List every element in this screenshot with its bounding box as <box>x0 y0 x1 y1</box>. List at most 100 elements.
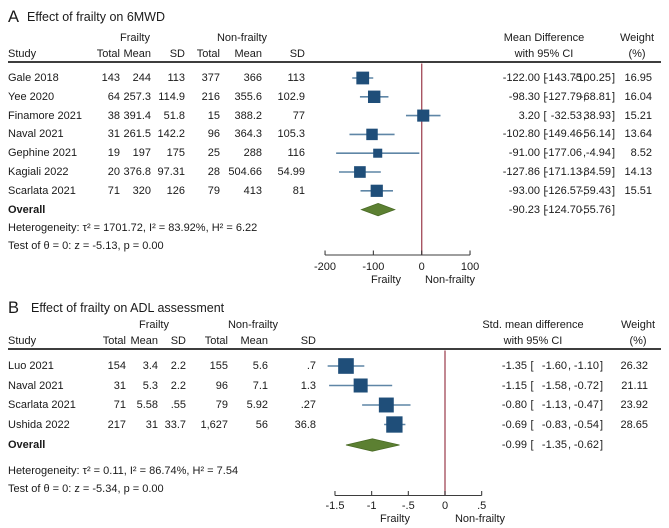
effect-header-line1: Mean Difference <box>503 32 585 44</box>
bracket-open: [ <box>543 166 547 178</box>
study-name: Gale 2018 <box>8 72 59 84</box>
ci-lower: -1.58 <box>541 379 567 392</box>
cell-frailty-total: 64 <box>107 90 120 103</box>
effect-header-line2: with 95% CI <box>503 335 563 347</box>
cell-nonfrailty-total: 96 <box>207 128 220 141</box>
cell-nonfrailty-total: 155 <box>209 360 228 372</box>
bracket-open: [ <box>530 379 534 392</box>
bracket-open: [ <box>530 418 534 431</box>
bracket-close: ] <box>612 147 616 160</box>
ci-lower: -143.75 <box>544 72 582 84</box>
cell-frailty-total: 31 <box>113 379 126 392</box>
ci-lower: -1.13 <box>541 399 567 411</box>
bracket-close: ] <box>612 203 616 216</box>
effect-square <box>353 378 368 393</box>
ci-upper: -100.25 <box>573 72 611 84</box>
weight-value: 16.95 <box>624 72 652 84</box>
comma: , <box>568 379 572 392</box>
study-name: Naval 2021 <box>8 379 64 392</box>
bracket-close: ] <box>612 72 616 84</box>
cell-nonfrailty-total: 28 <box>207 166 220 178</box>
cell-frailty-total: 71 <box>107 184 120 197</box>
weight-header-line1: Weight <box>619 32 655 44</box>
cell-nonfrailty-mean: 413 <box>243 184 262 197</box>
axis-tick-label: -1 <box>366 499 377 512</box>
overall-ci-upper: -0.62 <box>573 439 599 451</box>
comma: , <box>583 184 587 197</box>
header-rule <box>8 348 661 351</box>
axis-tick-label: 0 <box>441 499 449 512</box>
cell-nonfrailty-mean: 5.6 <box>252 360 268 372</box>
weight-header-line1: Weight <box>620 319 656 331</box>
effect-square <box>370 184 383 197</box>
panel-b-letter: B <box>8 299 20 317</box>
col-header-nonfrailty-mean: Mean <box>234 48 262 60</box>
cell-nonfrailty-sd: 1.3 <box>300 379 316 392</box>
effect-square <box>417 109 430 122</box>
effect-estimate: -1.35 <box>501 360 527 372</box>
ci-lower: -32.53 <box>550 109 582 122</box>
cell-frailty-mean: 244 <box>132 72 151 84</box>
cell-nonfrailty-sd: 54.99 <box>277 166 305 178</box>
comma: , <box>583 128 587 141</box>
effect-estimate: -127.86 <box>502 166 540 178</box>
cell-nonfrailty-mean: 56 <box>255 418 268 431</box>
ci-upper: 38.93 <box>583 109 611 122</box>
ci-upper: -84.59 <box>579 166 611 178</box>
overall-ci-upper: -55.76 <box>579 203 611 216</box>
weight-value: 8.52 <box>630 147 652 160</box>
comma: , <box>583 147 587 160</box>
weight-value: 15.21 <box>624 109 652 122</box>
heterogeneity-text: Heterogeneity: τ² = 1701.72, I² = 83.92%… <box>8 222 258 234</box>
comma: , <box>568 360 572 372</box>
effect-square <box>354 166 366 178</box>
cell-frailty-mean: 197 <box>132 147 151 160</box>
cell-nonfrailty-total: 25 <box>207 147 220 160</box>
bracket-open: [ <box>543 72 547 84</box>
col-header-frailty-mean: Mean <box>130 335 158 347</box>
comma: , <box>568 399 572 411</box>
bracket-close: ] <box>612 90 616 103</box>
bracket-close: ] <box>600 360 604 372</box>
panel-a: A Effect of frailty on 6MWD Frailty Non-f… <box>8 9 661 286</box>
cell-frailty-sd: 114.9 <box>158 90 185 103</box>
cell-nonfrailty-sd: .7 <box>306 360 316 372</box>
weight-value: 21.11 <box>621 379 648 392</box>
ci-lower: -1.60 <box>541 360 567 372</box>
axis-tick-label: 100 <box>460 260 480 273</box>
cell-nonfrailty-mean: 388.2 <box>234 109 262 122</box>
cell-nonfrailty-sd: .27 <box>300 399 316 411</box>
header-rule <box>8 61 661 64</box>
ci-lower: -171.13 <box>544 166 582 178</box>
bracket-open: [ <box>530 360 534 372</box>
col-header-frailty-sd: SD <box>170 335 186 347</box>
ci-lower: -127.79 <box>544 90 582 103</box>
axis-tick-label: 0 <box>418 260 425 273</box>
cell-nonfrailty-mean: 5.92 <box>246 399 268 411</box>
cell-nonfrailty-sd: 102.9 <box>277 90 305 103</box>
cell-nonfrailty-total: 377 <box>201 72 220 84</box>
cell-nonfrailty-sd: 116 <box>287 147 305 160</box>
overall-label: Overall <box>8 203 46 216</box>
test-text: Test of θ = 0: z = -5.34, p = 0.00 <box>8 483 164 495</box>
cell-frailty-total: 31 <box>107 128 120 141</box>
col-header-nonfrailty-total: Total <box>204 335 228 347</box>
cell-frailty-mean: 5.3 <box>142 379 158 392</box>
overall-ci-lower: -124.70 <box>544 203 582 216</box>
panel-a-canvas: Frailty Non-frailty Study Total Mean SD Total M… <box>8 32 661 286</box>
weight-value: 28.65 <box>620 418 648 431</box>
overall-estimate: -0.99 <box>501 439 527 451</box>
comma: , <box>583 72 587 84</box>
cell-nonfrailty-sd: 113 <box>287 72 305 84</box>
col-header-nonfrailty-total: Total <box>196 48 220 60</box>
effect-header-line2: with 95% CI <box>514 48 574 60</box>
ci-lower: -149.46 <box>544 128 582 141</box>
cell-nonfrailty-mean: 364.3 <box>234 128 262 141</box>
effect-estimate: -93.00 <box>508 184 540 197</box>
cell-nonfrailty-total: 1,627 <box>200 418 228 431</box>
bracket-open: [ <box>543 203 547 216</box>
col-header-nonfrailty-sd: SD <box>289 48 305 60</box>
cell-frailty-mean: 3.4 <box>142 360 158 372</box>
ci-upper: -4.94 <box>585 147 611 160</box>
cell-frailty-sd: 97.31 <box>157 166 185 178</box>
